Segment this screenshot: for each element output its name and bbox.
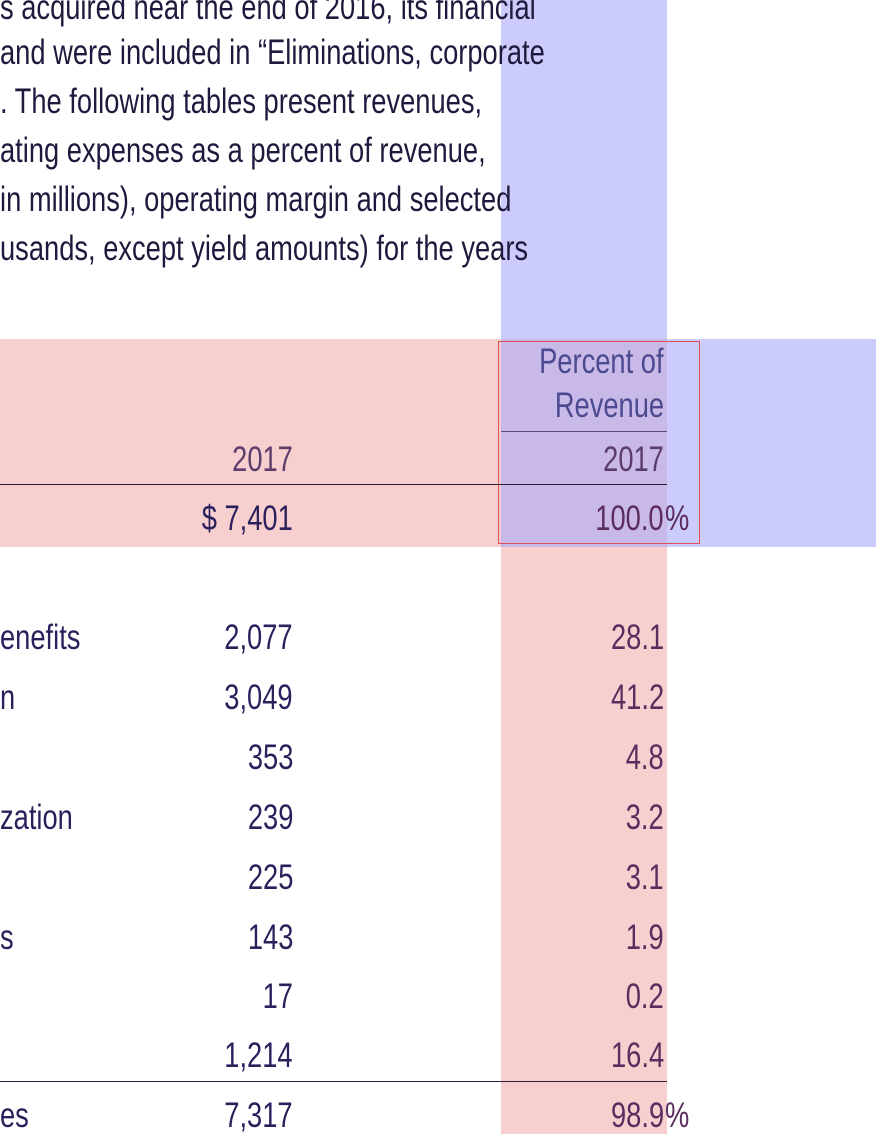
selected-cell-box xyxy=(498,341,700,544)
row-amount: 353 xyxy=(247,738,293,777)
paragraph-line: ating expenses as a percent of revenue, xyxy=(0,131,486,170)
row-label: s xyxy=(0,918,14,957)
percent-heading-line1: Percent of xyxy=(539,342,664,381)
row-percent: 16.4 xyxy=(610,1036,664,1075)
revenue-percent: 100.0 xyxy=(595,499,664,538)
row-label: zation xyxy=(0,798,73,837)
row-amount: 239 xyxy=(247,798,293,837)
row-amount: 17 xyxy=(262,977,293,1016)
row-percent: 3.1 xyxy=(626,858,664,897)
row-percent: 4.8 xyxy=(626,738,664,777)
total-percent-sign: % xyxy=(665,1096,690,1134)
heading-underline xyxy=(501,431,667,432)
total-label: es xyxy=(0,1096,29,1134)
row-amount: 2,077 xyxy=(224,618,293,657)
paragraph-line: usands, except yield amounts) for the ye… xyxy=(0,229,529,268)
paragraph-line: . The following tables present revenues, xyxy=(0,82,483,121)
row-label: n xyxy=(0,678,16,717)
row-percent: 41.2 xyxy=(610,678,664,717)
row-amount: 225 xyxy=(247,858,293,897)
row-percent: 0.2 xyxy=(626,977,664,1016)
row-label: enefits xyxy=(0,618,81,657)
row-percent: 3.2 xyxy=(626,798,664,837)
selection-column-overlay xyxy=(501,0,667,547)
paragraph-line: and were included in “Eliminations, corp… xyxy=(0,33,545,72)
total-percent: 98.9 xyxy=(610,1096,664,1134)
percent-heading-line2: Revenue xyxy=(554,386,664,425)
percent-year-header: 2017 xyxy=(603,440,664,479)
selection-row-overlay xyxy=(667,339,876,547)
total-divider xyxy=(0,1081,667,1082)
row-amount: 3,049 xyxy=(224,678,293,717)
paragraph-line: s acquired near the end of 2016, its fin… xyxy=(0,0,536,27)
year-column-header: 2017 xyxy=(232,440,293,479)
revenue-percent-sign: % xyxy=(665,499,690,538)
row-amount: 143 xyxy=(247,918,293,957)
paragraph-line: in millions), operating margin and selec… xyxy=(0,180,512,219)
revenue-amount: $ 7,401 xyxy=(201,499,293,538)
row-amount: 1,214 xyxy=(224,1036,293,1075)
header-divider xyxy=(0,484,667,485)
row-percent: 1.9 xyxy=(626,918,664,957)
total-amount: 7,317 xyxy=(224,1096,293,1134)
row-percent: 28.1 xyxy=(610,618,664,657)
